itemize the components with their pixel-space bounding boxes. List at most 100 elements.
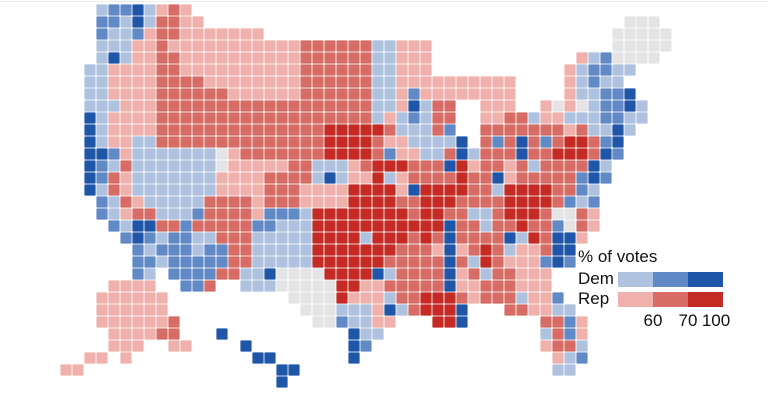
district-cell (540, 340, 552, 352)
district-cell (276, 256, 288, 268)
district-cell (84, 76, 96, 88)
district-cell (600, 64, 612, 76)
district-cell (420, 208, 432, 220)
district-cell (420, 160, 432, 172)
district-cell (180, 172, 192, 184)
district-cell (120, 28, 132, 40)
district-cell (132, 208, 144, 220)
district-cell (96, 88, 108, 100)
district-cell (132, 280, 144, 292)
district-cell (156, 292, 168, 304)
district-cell (336, 304, 348, 316)
district-cell (60, 364, 72, 376)
district-cell (168, 136, 180, 148)
district-cell (468, 244, 480, 256)
district-cell (384, 256, 396, 268)
district-cell (564, 100, 576, 112)
legend-title: % of votes (578, 247, 658, 266)
district-cell (348, 208, 360, 220)
legend-tick-60: 60 (643, 311, 663, 330)
district-cell (132, 244, 144, 256)
district-cell (120, 4, 132, 16)
district-cell (408, 88, 420, 100)
district-cell (264, 244, 276, 256)
district-cell (312, 244, 324, 256)
district-cell (168, 340, 180, 352)
district-cell (564, 148, 576, 160)
district-cell (432, 208, 444, 220)
legend-swatch (653, 291, 688, 307)
district-cell (132, 160, 144, 172)
district-cell (540, 232, 552, 244)
district-cell (132, 268, 144, 280)
district-cell (168, 112, 180, 124)
district-cell (552, 208, 564, 220)
district-cell (192, 196, 204, 208)
district-cell (156, 244, 168, 256)
map-legend: % of votes Dem Rep 60 70 100 (578, 247, 758, 331)
district-cell (444, 124, 456, 136)
legend-swatches-rep (618, 291, 723, 307)
district-cell (624, 88, 636, 100)
district-cell (300, 64, 312, 76)
district-cell (588, 196, 600, 208)
district-cell (300, 40, 312, 52)
district-cell (420, 148, 432, 160)
district-cell (96, 148, 108, 160)
district-cell (348, 280, 360, 292)
district-cell (564, 76, 576, 88)
district-cell (444, 112, 456, 124)
district-cell (192, 268, 204, 280)
district-cell (336, 316, 348, 328)
district-cell (336, 196, 348, 208)
district-cell (516, 184, 528, 196)
district-cell (396, 208, 408, 220)
district-cell (540, 100, 552, 112)
district-cell (180, 88, 192, 100)
district-cell (408, 268, 420, 280)
district-cell (468, 88, 480, 100)
district-cell (324, 184, 336, 196)
district-cell (120, 328, 132, 340)
district-cell (600, 160, 612, 172)
district-cell (336, 100, 348, 112)
district-cell (216, 256, 228, 268)
district-cell (528, 280, 540, 292)
district-cell (96, 136, 108, 148)
district-cell (108, 304, 120, 316)
district-cell (396, 88, 408, 100)
district-cell (312, 88, 324, 100)
district-cell (288, 208, 300, 220)
district-cell (408, 304, 420, 316)
district-cell (396, 304, 408, 316)
district-cell (348, 40, 360, 52)
district-cell (456, 232, 468, 244)
district-cell (300, 256, 312, 268)
district-cell (228, 88, 240, 100)
district-cell (288, 64, 300, 76)
district-cell (528, 112, 540, 124)
district-cell (648, 16, 660, 28)
district-cell (492, 100, 504, 112)
district-cell (288, 136, 300, 148)
district-cell (516, 148, 528, 160)
district-cell (336, 160, 348, 172)
district-cell (252, 88, 264, 100)
district-cell (228, 268, 240, 280)
legend-row-dem: Dem (578, 269, 758, 289)
district-cell (312, 172, 324, 184)
district-cell (564, 352, 576, 364)
district-cell (480, 160, 492, 172)
district-cell (288, 76, 300, 88)
district-cell (348, 244, 360, 256)
district-cell (120, 352, 132, 364)
district-cell (84, 160, 96, 172)
legend-swatch (653, 271, 688, 287)
district-cell (420, 304, 432, 316)
district-cell (120, 280, 132, 292)
district-cell (108, 76, 120, 88)
district-cell (372, 76, 384, 88)
district-cell (360, 328, 372, 340)
district-cell (636, 52, 648, 64)
district-cell (360, 124, 372, 136)
